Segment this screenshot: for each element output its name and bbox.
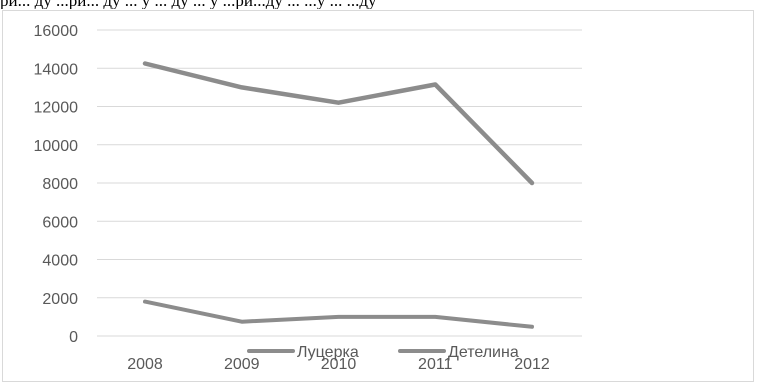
chart-frame [2,10,754,382]
cropped-caption-text: ри... ду ...ри... ду ... у ... ду ... у … [0,0,759,9]
y-tick-label: 10000 [34,138,79,155]
x-tick-label: 2011 [418,356,453,373]
y-tick-label: 4000 [42,253,78,270]
y-tick-label: 0 [69,329,78,346]
x-tick-label: 2008 [127,356,163,373]
y-tick-label: 2000 [42,291,78,308]
series-line-2 [143,299,534,329]
y-tick-label: 12000 [34,100,79,117]
x-tick-label: 2010 [321,356,357,373]
y-tick-label: 16000 [34,23,79,40]
series-line-1 [142,61,535,186]
legend-label-1: Луцерка [297,344,359,361]
x-tick-label: 2009 [224,356,260,373]
y-tick-label: 6000 [42,214,78,231]
gridlines [97,29,582,337]
legend: Луцерка Детелина [247,344,519,361]
y-tick-label: 14000 [34,61,79,78]
x-tick-label: 2012 [514,356,550,373]
series-lines [142,61,535,329]
legend-label-2: Детелина [448,344,519,361]
y-tick-label: 8000 [42,176,78,193]
y-axis-ticks: 0 2000 4000 6000 8000 10000 12000 14000 16000 [34,23,79,346]
x-axis-ticks: 2008 2009 2010 2011 2012 [127,356,550,373]
